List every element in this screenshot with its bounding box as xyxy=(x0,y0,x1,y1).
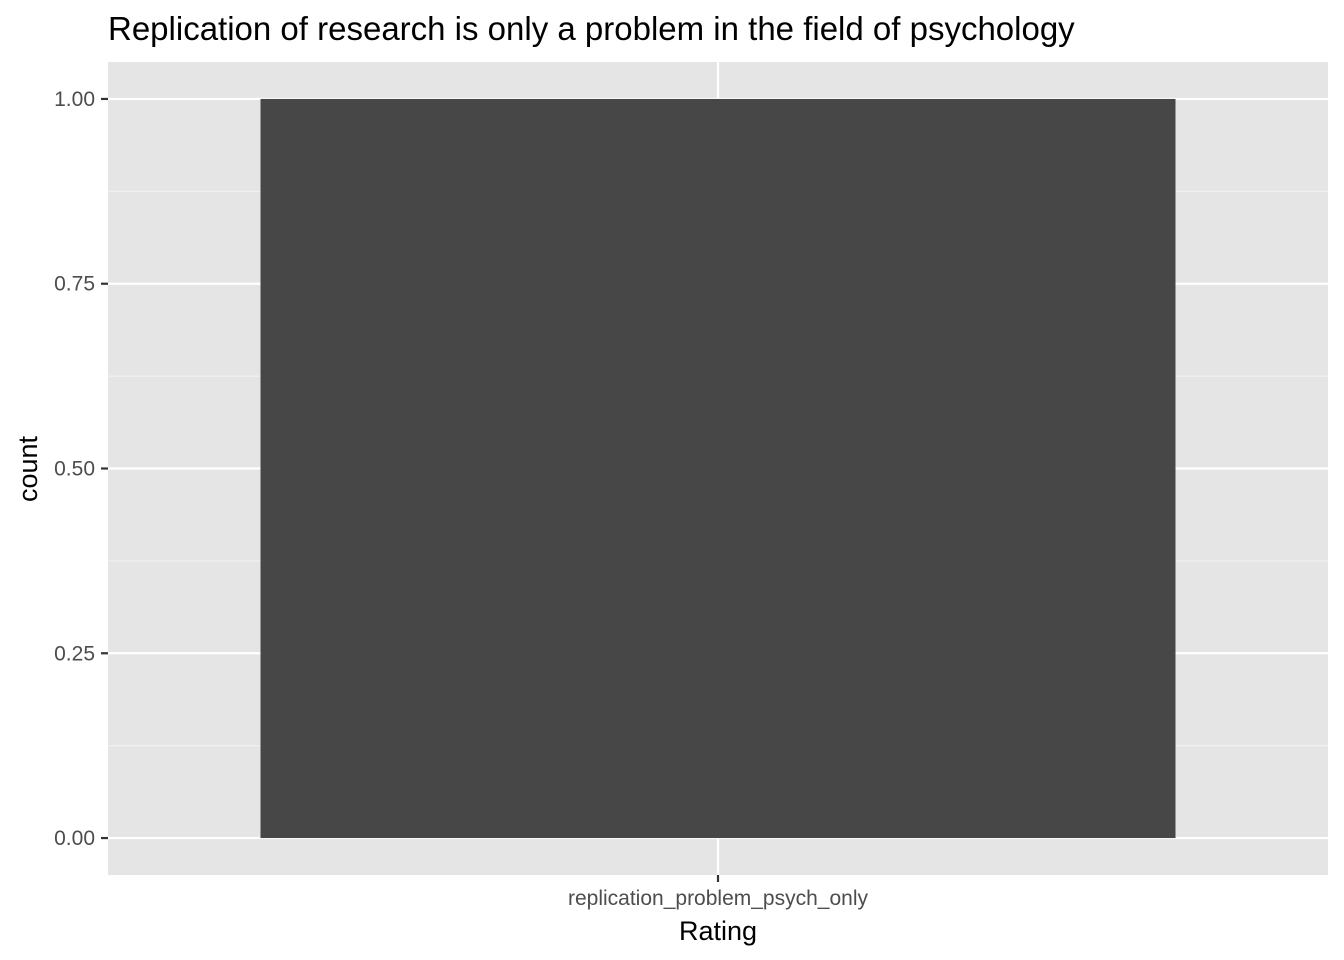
y-axis: 0.00 0.25 0.50 0.75 1.00 xyxy=(54,88,108,850)
bars xyxy=(260,98,1176,839)
y-tick-label: 0.25 xyxy=(54,642,95,665)
chart-title: Replication of research is only a proble… xyxy=(108,10,1075,47)
x-axis: replication_problem_psych_only xyxy=(568,875,869,910)
y-tick-label: 0.00 xyxy=(54,827,95,850)
y-tick-label: 0.50 xyxy=(54,458,95,481)
x-tick-label: replication_problem_psych_only xyxy=(568,887,869,910)
y-tick-label: 0.75 xyxy=(54,273,95,296)
y-axis-title: count xyxy=(13,435,43,502)
y-tick-label: 1.00 xyxy=(54,88,95,111)
x-axis-title: Rating xyxy=(679,916,757,946)
bar xyxy=(260,98,1176,839)
